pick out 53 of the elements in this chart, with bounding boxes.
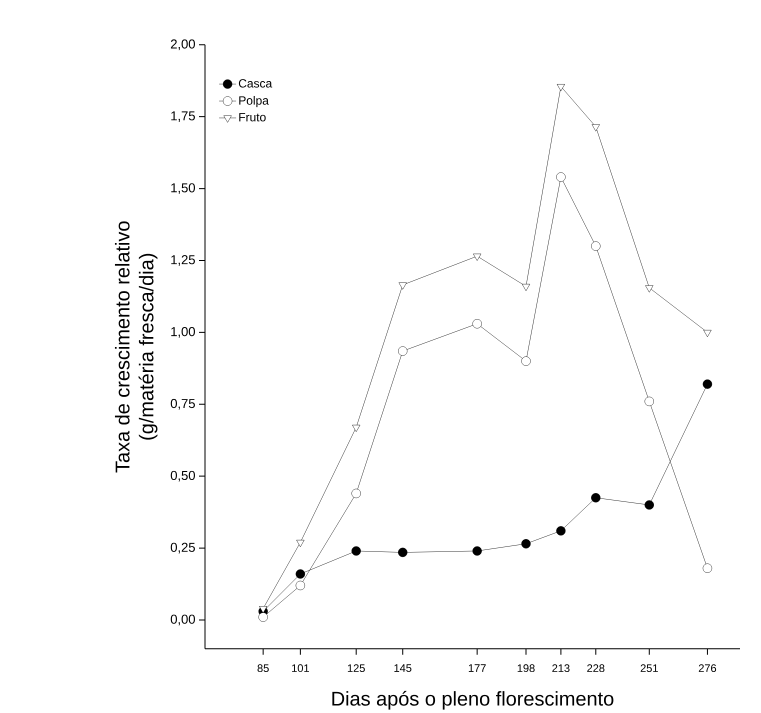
point	[472, 546, 482, 556]
point	[398, 548, 408, 558]
legend-label: Polpa	[239, 96, 269, 108]
x-tick-label: 177	[468, 664, 486, 672]
y-tick-label: 1,25	[171, 255, 195, 266]
point	[352, 488, 361, 498]
y-tick-label: 2,00	[170, 39, 195, 50]
x-tick-label: 125	[348, 664, 365, 672]
point	[556, 526, 566, 536]
x-tick-label: 85	[258, 664, 269, 672]
point	[296, 569, 306, 579]
x-tick-label: 198	[518, 664, 535, 672]
point	[398, 282, 407, 290]
x-tick-label: 228	[587, 664, 604, 672]
y-tick-label: 1,50	[171, 183, 195, 194]
x-axis-title: Dias após o pleno florescimento	[332, 690, 614, 710]
x-tick-label: 213	[552, 664, 570, 672]
point	[591, 493, 600, 502]
y-tick-label: 1,00	[171, 327, 195, 338]
legend-label: Casca	[238, 79, 272, 88]
y-tick-label: 0,50	[170, 470, 195, 482]
point	[296, 540, 304, 548]
y-tick-label: 0,25	[170, 542, 195, 554]
point	[644, 396, 654, 406]
point	[352, 424, 360, 432]
y-tick-label: 0,00	[170, 614, 195, 626]
point	[473, 254, 482, 261]
point	[592, 124, 600, 132]
point	[522, 284, 530, 292]
point	[352, 546, 361, 556]
point	[556, 172, 566, 182]
point	[521, 539, 531, 548]
point	[398, 346, 408, 356]
point	[258, 612, 268, 622]
point	[702, 564, 712, 573]
point	[556, 84, 565, 92]
x-tick-label: 101	[292, 664, 309, 672]
y-tick-label: 0,75	[170, 398, 195, 410]
point	[644, 500, 654, 510]
point	[259, 606, 268, 614]
point	[702, 379, 712, 389]
point	[296, 580, 306, 590]
point	[521, 356, 531, 366]
y-tick-label: 1,75	[171, 111, 195, 122]
x-tick-label: 276	[698, 664, 716, 672]
point	[472, 319, 482, 328]
point	[591, 241, 600, 251]
point	[703, 330, 712, 338]
point	[645, 285, 654, 292]
x-tick-label: 251	[640, 664, 658, 672]
x-tick-label: 145	[394, 664, 412, 672]
y-axis-title: Taxa de crescimento relativo (g/matéria fresca/dia)	[114, 221, 158, 473]
legend-label: Fruto	[239, 113, 266, 122]
